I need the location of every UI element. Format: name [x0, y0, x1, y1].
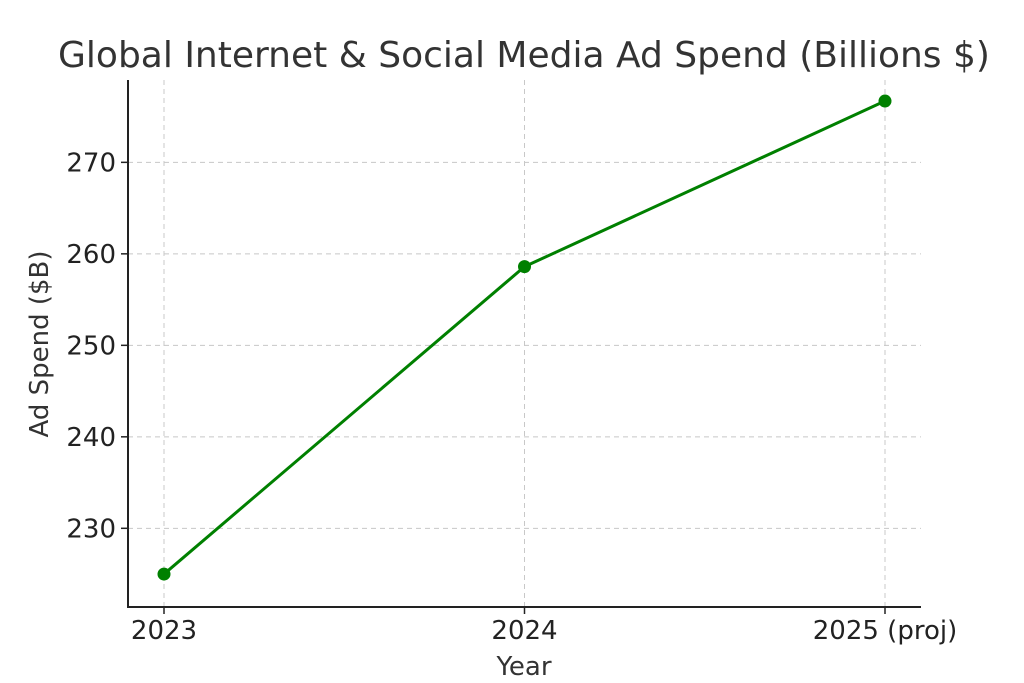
chart-title: Global Internet & Social Media Ad Spend … [58, 35, 990, 76]
x-tick-label: 2023 [131, 616, 197, 646]
data-point [157, 567, 171, 581]
x-axis-label: Year [495, 652, 551, 682]
grid-lines [128, 80, 921, 607]
x-tick-label: 2025 (proj) [813, 616, 957, 646]
y-tick-label: 240 [66, 423, 116, 453]
x-tick-labels: 2023 2024 2025 (proj) [131, 607, 957, 646]
y-tick-label: 270 [66, 148, 116, 178]
data-point [878, 94, 892, 108]
x-tick-label: 2024 [491, 616, 557, 646]
series-layer [157, 94, 892, 581]
data-point [518, 260, 531, 274]
y-tick-label: 260 [66, 240, 116, 270]
y-tick-label: 230 [66, 514, 116, 544]
y-tick-label: 250 [66, 331, 116, 361]
y-axis-label: Ad Spend ($B) [25, 250, 55, 437]
y-tick-labels: 230 240 250 260 270 [66, 148, 128, 544]
